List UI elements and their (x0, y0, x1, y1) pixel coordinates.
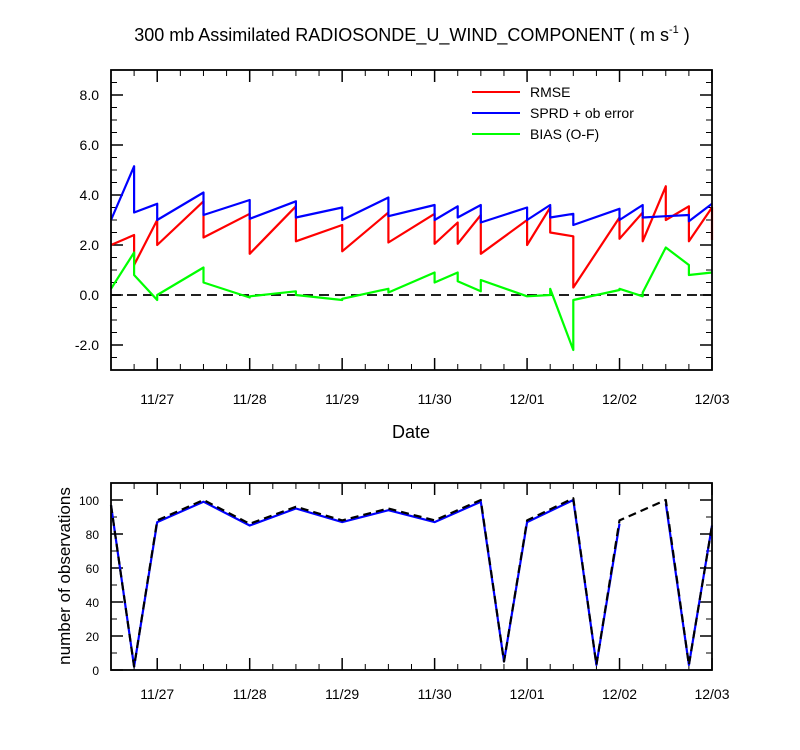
y-tick-label: 0 (92, 664, 99, 678)
y-tick-label: 6.0 (80, 137, 100, 153)
legend-label: BIAS (O-F) (530, 126, 599, 142)
y-tick-label: 40 (86, 596, 100, 610)
series-line-assimilated (109, 498, 621, 668)
legend-label: SPRD + ob error (530, 105, 634, 121)
y-tick-label: 80 (86, 528, 100, 542)
series-line-sprd-ob-error (109, 165, 713, 227)
y-tick-label: 20 (86, 630, 100, 644)
chart-title-superscript: -1 (669, 24, 679, 36)
x-tick-label: 12/03 (694, 686, 729, 702)
y-tick-label: 60 (86, 562, 100, 576)
chart-title-suffix: ) (679, 25, 690, 45)
x-tick-label: 11/28 (233, 391, 267, 407)
y-tick-label: 8.0 (80, 87, 100, 103)
chart-title: 300 mb Assimilated RADIOSONDE_U_WIND_COM… (134, 24, 690, 46)
chart-title-main: 300 mb Assimilated RADIOSONDE_U_WIND_COM… (134, 25, 669, 46)
bottom-plot-area: 11/27 11/28 11/29 11/30 12/01 12/02 12/03 0 20 40… (79, 482, 730, 702)
top-plot-area: 11/27 11/28 11/29 11/30 12/01 12/02 12/03 -2.0 0… (75, 69, 730, 407)
x-tick-label: 11/30 (418, 686, 452, 702)
x-tick-label: 12/01 (510, 391, 545, 407)
plot-frame (110, 482, 713, 671)
x-tick-label: 12/01 (510, 686, 545, 702)
y-tick-label: 0.0 (80, 287, 100, 303)
y-tick-label: 2.0 (80, 237, 100, 253)
x-axis-label: Date (392, 422, 430, 442)
x-tick-label: 11/27 (140, 686, 174, 702)
series-line-bias-o-f (110, 246, 713, 352)
x-tick-label: 11/29 (325, 686, 359, 702)
x-tick-label: 12/02 (602, 391, 637, 407)
y-axis-label: number of observations (55, 487, 74, 665)
x-tick-label: 11/28 (233, 686, 267, 702)
y-tick-label: 4.0 (80, 187, 100, 203)
top-chart: 300 mb Assimilated RADIOSONDE_U_WIND_COM… (75, 24, 730, 442)
x-tick-label: 11/27 (140, 391, 174, 407)
y-tick-label: 100 (79, 494, 99, 508)
plot-frame (110, 69, 713, 371)
x-tick-label: 11/30 (418, 391, 452, 407)
x-tick-label: 12/02 (602, 686, 637, 702)
y-tick-label: -2.0 (75, 337, 99, 353)
series-line-rmse (110, 185, 714, 289)
legend-label: RMSE (530, 84, 570, 100)
series-line-total (109, 497, 714, 668)
series-line-assimilated (664, 503, 714, 667)
x-tick-label: 12/03 (694, 391, 729, 407)
x-tick-label: 11/29 (325, 391, 359, 407)
bottom-chart: 11/27 11/28 11/29 11/30 12/01 12/02 12/03 0 20 40… (55, 482, 730, 702)
